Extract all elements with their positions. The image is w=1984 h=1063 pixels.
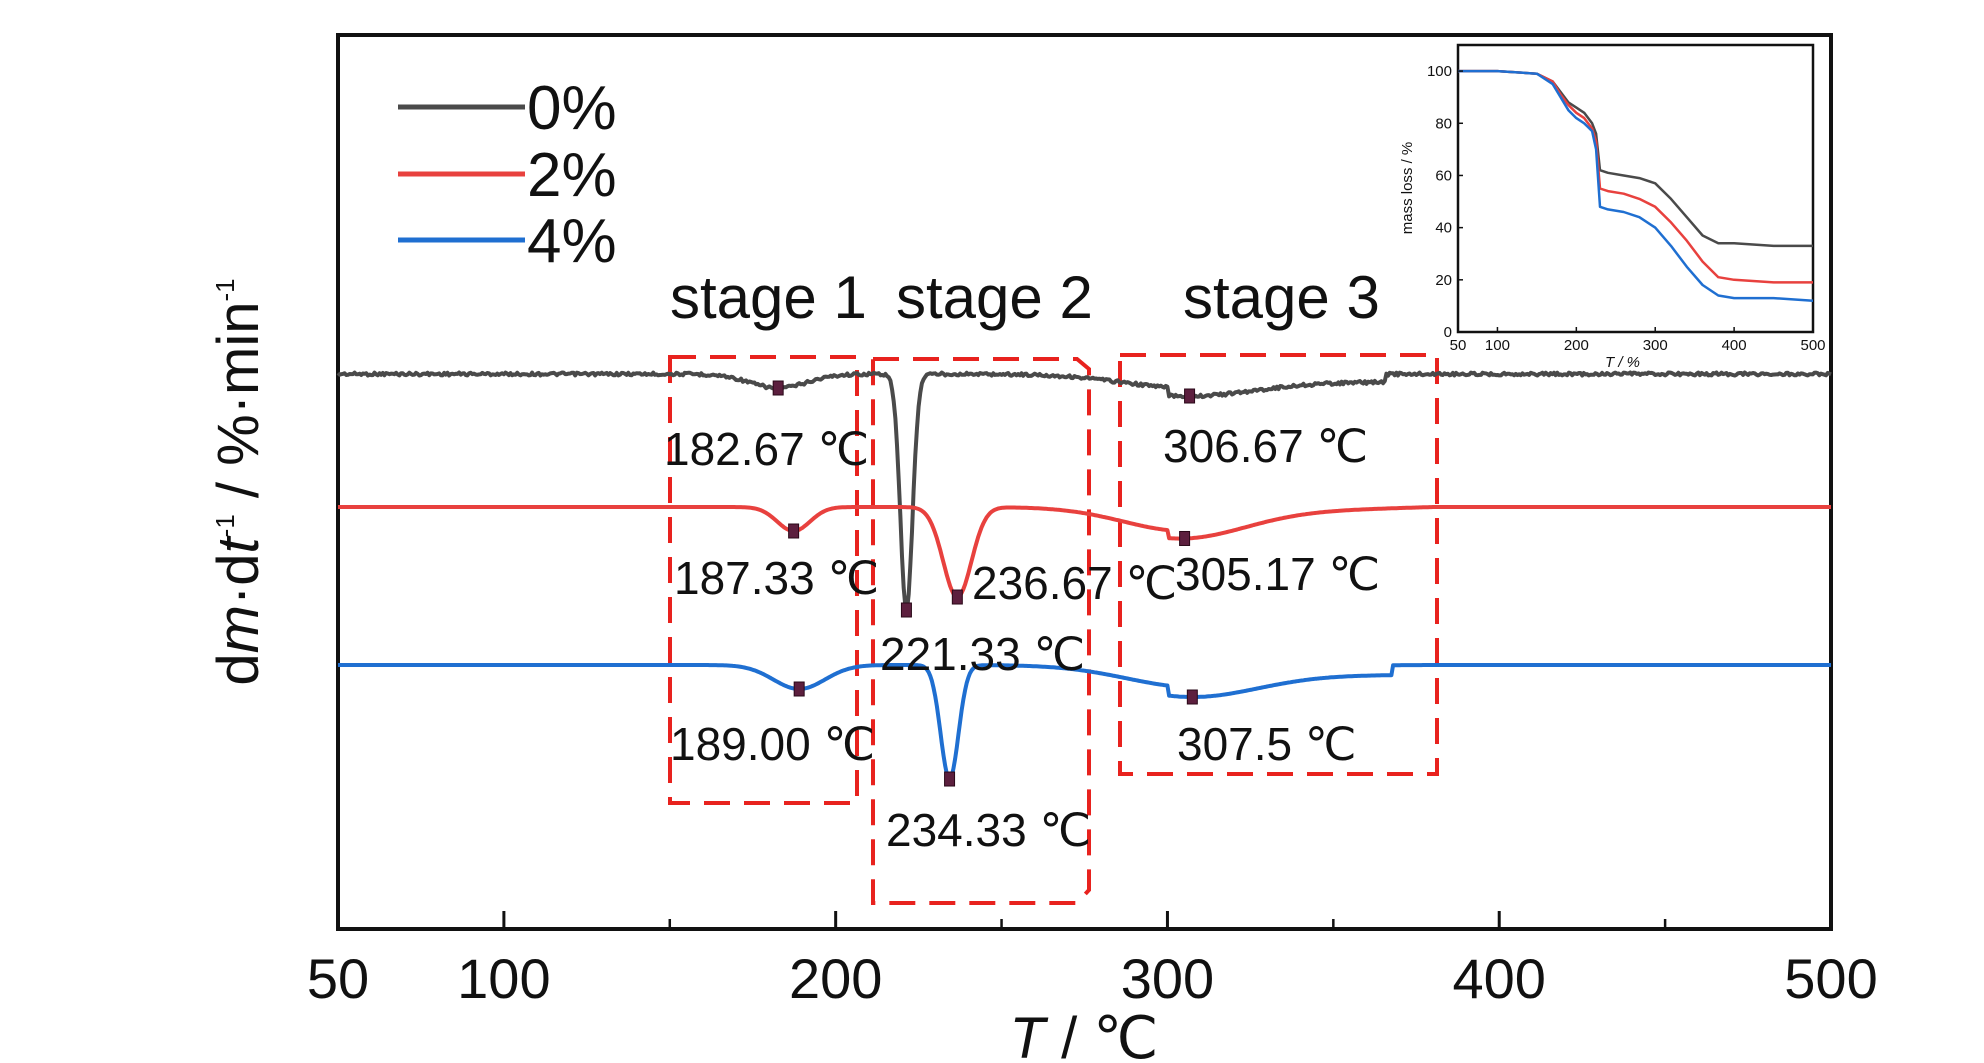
legend: 0% 2% 4% bbox=[398, 74, 617, 276]
inset-y-tick-label: 40 bbox=[1435, 220, 1452, 237]
peak-marker-0-1 bbox=[900, 602, 912, 618]
main-x-tick-labels: 50 100 200 300 400 500 bbox=[307, 947, 1878, 1010]
peak-marker-1-1 bbox=[951, 589, 963, 605]
peak-label-2-2: 307.5 ℃ bbox=[1177, 718, 1357, 770]
inset-x-axis-title: T / % bbox=[1605, 354, 1640, 371]
inset-line-1 bbox=[1458, 69, 1813, 284]
stage-box-2 bbox=[871, 357, 1091, 905]
x-tick-label: 400 bbox=[1453, 947, 1546, 1010]
peak-marker-0-2 bbox=[1184, 388, 1196, 404]
inset-x-tick-label: 500 bbox=[1800, 337, 1825, 354]
stage-box-3 bbox=[1118, 353, 1439, 776]
stage-boxes bbox=[668, 353, 1439, 905]
x-tick-label: 200 bbox=[789, 947, 882, 1010]
stage-box-1 bbox=[668, 355, 859, 805]
dtg-peak-markers bbox=[772, 380, 1198, 787]
x-tick-label: 100 bbox=[457, 947, 550, 1010]
legend-label-0: 0% bbox=[527, 74, 617, 143]
inset-tick-labels: 50 100 200 300 400 500 0 20 40 60 80 100 bbox=[1427, 63, 1826, 354]
inset-x-tick-label: 200 bbox=[1564, 337, 1589, 354]
y-axis-title: dm·dt-1 / %·min-1 bbox=[206, 278, 271, 685]
inset-x-tick-label: 50 bbox=[1450, 337, 1467, 354]
dtg-line-0 bbox=[336, 370, 1832, 613]
inset-ticks bbox=[1457, 70, 1814, 333]
x-tick-label: 500 bbox=[1784, 947, 1877, 1010]
legend-label-2: 4% bbox=[527, 207, 617, 276]
inset-x-tick-label: 100 bbox=[1485, 337, 1510, 354]
inset-x-tick-label: 400 bbox=[1722, 337, 1747, 354]
inset-curves bbox=[1458, 69, 1814, 302]
inset-y-tick-label: 0 bbox=[1444, 324, 1452, 341]
peak-label-2-1: 234.33 ℃ bbox=[886, 804, 1091, 856]
peak-label-0-2: 306.67 ℃ bbox=[1163, 420, 1368, 472]
peak-label-1-0: 187.33 ℃ bbox=[674, 552, 879, 604]
inset-y-axis-title: mass loss / % bbox=[1399, 142, 1416, 235]
dtg-line-2 bbox=[337, 663, 1832, 781]
peak-label-1-1: 236.67 ℃ bbox=[972, 557, 1177, 609]
dtg-curves bbox=[336, 370, 1832, 781]
inset-y-tick-label: 60 bbox=[1435, 167, 1452, 184]
peak-marker-1-2 bbox=[1179, 530, 1191, 546]
x-tick-label: 300 bbox=[1121, 947, 1214, 1010]
peak-marker-1-0 bbox=[788, 523, 800, 539]
peak-label-0-1: 221.33 ℃ bbox=[880, 628, 1085, 680]
inset-y-tick-label: 20 bbox=[1435, 272, 1452, 289]
peak-label-1-2: 305.17 ℃ bbox=[1175, 548, 1380, 600]
peak-marker-0-0 bbox=[772, 380, 784, 396]
main-x-ticks bbox=[336, 911, 1833, 929]
inset-y-tick-label: 80 bbox=[1435, 115, 1452, 132]
x-tick-label: 50 bbox=[307, 947, 369, 1010]
inset-x-tick-label: 300 bbox=[1643, 337, 1668, 354]
peak-marker-2-1 bbox=[944, 771, 956, 787]
inset-plot-frame bbox=[1456, 43, 1815, 334]
legend-label-1: 2% bbox=[527, 141, 617, 210]
peak-label-2-0: 189.00 ℃ bbox=[670, 718, 875, 770]
inset-y-tick-label: 100 bbox=[1427, 63, 1452, 80]
inset-chart: 50 100 200 300 400 500 0 20 40 60 80 100 T / % mass… bbox=[1399, 43, 1826, 371]
dtg-line-1 bbox=[337, 505, 1832, 599]
inset-line-2 bbox=[1458, 69, 1814, 302]
main-plot-frame bbox=[336, 33, 1833, 931]
peak-marker-2-0 bbox=[793, 681, 805, 697]
stage-label-1: stage 1 bbox=[670, 264, 867, 331]
peak-marker-2-2 bbox=[1186, 689, 1198, 705]
x-axis-title: T / ℃ bbox=[1010, 1006, 1159, 1063]
peak-label-0-0: 182.67 ℃ bbox=[664, 423, 869, 475]
stage-label-2: stage 2 bbox=[896, 264, 1093, 331]
stage-label-3: stage 3 bbox=[1183, 264, 1380, 331]
